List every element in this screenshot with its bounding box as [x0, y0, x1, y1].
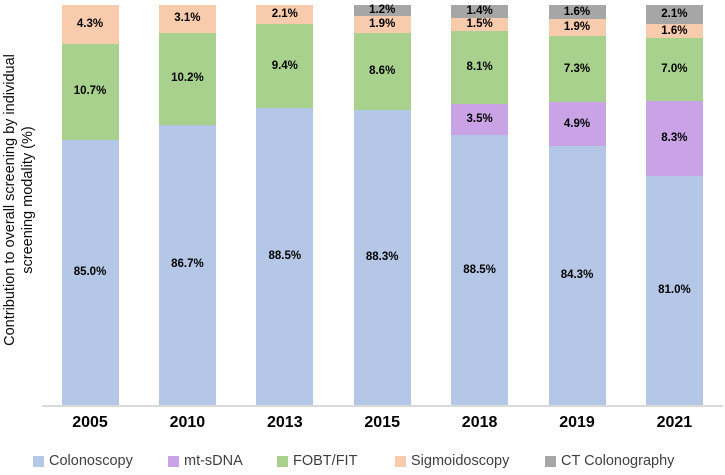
segment-value-label: 1.6%: [563, 5, 591, 18]
legend-swatch-icon: [168, 455, 179, 467]
segment-value-label: 2.1%: [271, 7, 298, 20]
segment-colonoscopy: 81.0%: [645, 175, 703, 405]
bar-2018: 1.4% 1.5% 8.1% 3.5% 88.5%: [451, 4, 509, 405]
segment-fobt-fit: 9.4%: [256, 23, 314, 109]
segment-value-label: 8.6%: [369, 65, 396, 78]
segment-value-label: 88.5%: [463, 263, 496, 276]
segment-sigmoidoscopy: 2.1%: [256, 5, 314, 24]
segment-value-label: 1.9%: [369, 17, 396, 30]
segment-mt-sdna: 3.5%: [451, 103, 509, 136]
segment-value-label: 1.6%: [661, 24, 688, 37]
x-tick-label-2018: 2018: [461, 414, 498, 431]
legend-swatch-icon: [33, 455, 44, 467]
segment-value-label: 2.1%: [661, 7, 688, 20]
segment-sigmoidoscopy: 3.1%: [158, 5, 216, 33]
segment-value-label: 10.7%: [73, 85, 107, 98]
segment-sigmoidoscopy: 4.3%: [61, 5, 119, 44]
segment-value-label: 3.5%: [466, 113, 493, 126]
segment-fobt-fit: 8.6%: [353, 32, 411, 111]
x-axis-baseline: [42, 405, 723, 407]
bar-2015: 1.2% 1.9% 8.6% 88.3%: [353, 3, 411, 405]
segment-value-label: 81.0%: [658, 283, 691, 296]
segment-mt-sdna: 8.3%: [645, 101, 703, 176]
segment-mt-sdna: 4.9%: [548, 102, 606, 147]
segment-fobt-fit: 7.0%: [645, 38, 703, 102]
segment-fobt-fit: 10.7%: [61, 43, 119, 140]
segment-value-label: 4.3%: [76, 17, 104, 30]
segment-fobt-fit: 8.1%: [451, 31, 509, 104]
segment-value-label: 1.5%: [466, 17, 493, 30]
segment-value-label: 8.1%: [466, 61, 493, 74]
segment-fobt-fit: 10.2%: [158, 32, 216, 125]
segment-sigmoidoscopy: 1.9%: [548, 19, 606, 37]
bar-2019: 1.6% 1.9% 7.3% 4.9% 84.3%: [548, 5, 606, 405]
legend-item-mt-sdna: mt-sDNA: [168, 452, 243, 470]
segment-value-label: 4.9%: [563, 117, 591, 130]
legend-swatch-icon: [395, 455, 406, 467]
x-tick-label-2015: 2015: [364, 414, 400, 431]
bar-2021: 2.1% 1.6% 7.0% 8.3% 81.0%: [645, 5, 703, 405]
segment-value-label: 8.3%: [661, 132, 688, 145]
segment-colonoscopy: 85.0%: [61, 139, 119, 405]
segment-colonoscopy: 88.5%: [256, 108, 314, 405]
segment-fobt-fit: 7.3%: [548, 36, 606, 103]
segment-value-label: 85.0%: [73, 265, 107, 278]
segment-colonoscopy: 86.7%: [158, 124, 216, 405]
segment-value-label: 7.0%: [661, 63, 688, 76]
bar-2005: 4.3% 10.7% 85.0%: [61, 5, 119, 405]
segment-value-label: 1.9%: [563, 21, 591, 34]
x-tick-label-2013: 2013: [267, 414, 303, 431]
segment-value-label: 9.4%: [271, 59, 298, 72]
segment-colonoscopy: 88.3%: [353, 110, 411, 405]
segment-ct-colonography: 1.4%: [451, 4, 509, 18]
segment-value-label: 88.3%: [365, 251, 399, 264]
segment-value-label: 3.1%: [174, 12, 201, 25]
legend-label: Colonoscopy: [49, 453, 133, 469]
legend-item-sigmoidoscopy: Sigmoidoscopy: [395, 452, 509, 470]
segment-sigmoidoscopy: 1.9%: [353, 15, 411, 33]
legend-item-ct-colonography: CT Colonography: [545, 452, 674, 470]
x-tick-label-2021: 2021: [656, 414, 693, 431]
segment-sigmoidoscopy: 1.6%: [645, 23, 703, 39]
segment-value-label: 1.2%: [369, 3, 396, 16]
legend-label: mt-sDNA: [184, 453, 243, 469]
legend-swatch-icon: [545, 455, 556, 467]
segment-value-label: 10.2%: [171, 72, 204, 85]
legend-swatch-icon: [277, 455, 288, 467]
segment-ct-colonography: 1.2%: [353, 3, 411, 16]
x-tick-label-2010: 2010: [169, 414, 206, 431]
legend-item-fobt-fit: FOBT/FIT: [277, 452, 357, 470]
bar-2010: 3.1% 10.2% 86.7%: [158, 5, 216, 405]
segment-colonoscopy: 88.5%: [451, 135, 509, 405]
segment-value-label: 1.4%: [466, 4, 493, 17]
segment-sigmoidoscopy: 1.5%: [451, 17, 509, 32]
bar-2013: 2.1% 9.4% 88.5%: [256, 5, 314, 405]
legend-item-colonoscopy: Colonoscopy: [33, 452, 133, 470]
x-tick-label-2019: 2019: [559, 414, 595, 431]
segment-ct-colonography: 1.6%: [548, 5, 606, 20]
segment-value-label: 88.5%: [268, 250, 302, 263]
legend-label: Sigmoidoscopy: [411, 453, 510, 469]
legend-label: CT Colonography: [561, 453, 675, 469]
segment-value-label: 7.3%: [563, 62, 591, 75]
segment-value-label: 86.7%: [171, 258, 204, 271]
segment-value-label: 84.3%: [560, 269, 594, 282]
x-tick-label-2005: 2005: [72, 414, 108, 431]
segment-ct-colonography: 2.1%: [645, 5, 703, 24]
legend-label: FOBT/FIT: [293, 453, 358, 469]
segment-colonoscopy: 84.3%: [548, 146, 606, 405]
